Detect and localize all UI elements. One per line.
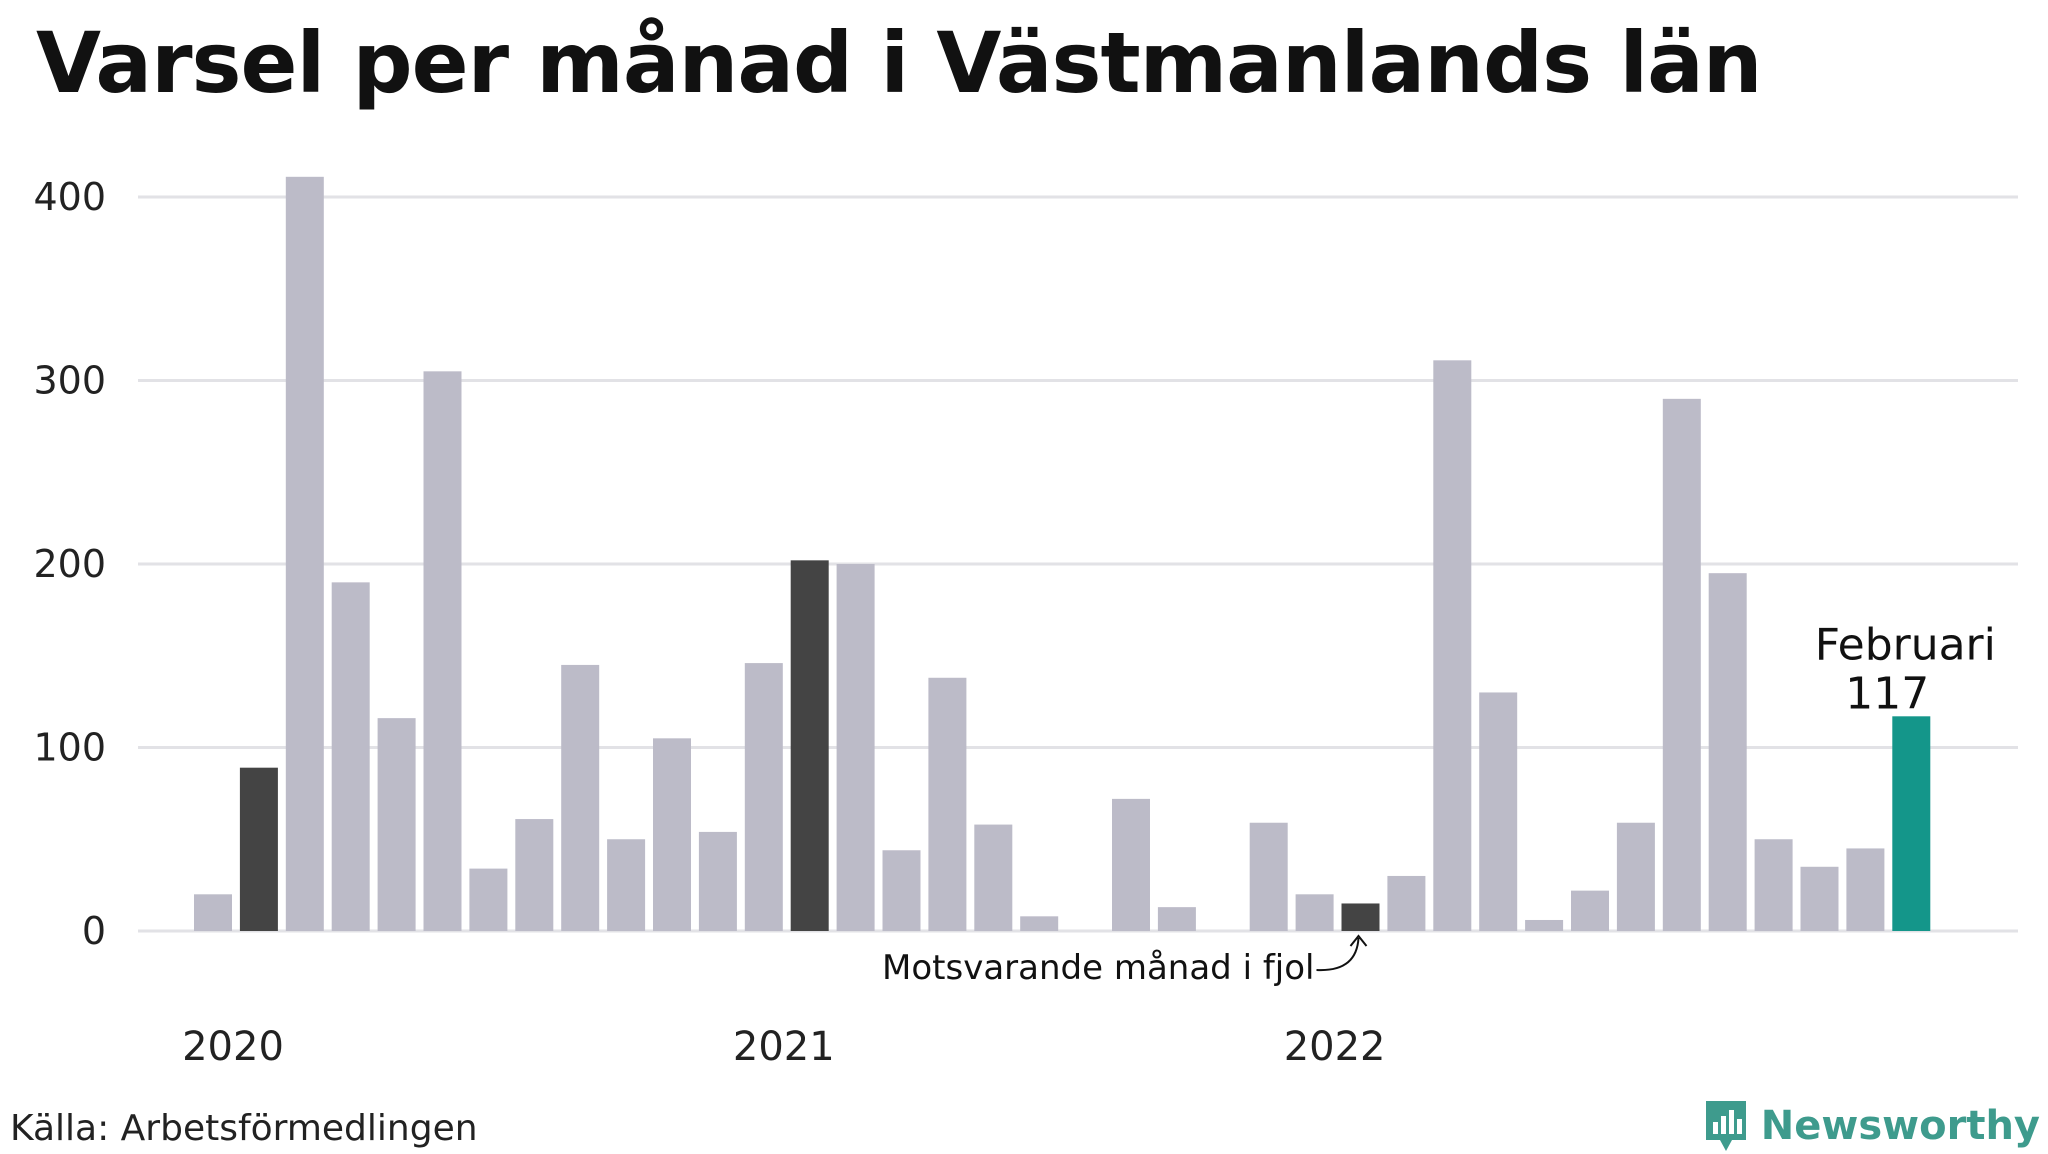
bar (836, 564, 875, 931)
y-tick-label: 0 (82, 909, 106, 953)
annotation: Motsvarande månad i fjol (882, 934, 1368, 988)
y-tick-label: 200 (33, 542, 106, 586)
bars (194, 176, 1931, 932)
bar (1525, 919, 1564, 931)
x-axis-ticks: 2020 2021 2022 (182, 1024, 1385, 1070)
bar (377, 718, 416, 931)
bar (1157, 907, 1196, 931)
bar (1708, 573, 1747, 931)
bar (515, 819, 554, 931)
brand-logo[interactable]: Newsworthy (1703, 1098, 2040, 1154)
bar (285, 176, 324, 931)
bar (607, 839, 646, 931)
chart-title: Varsel per månad i Västmanlands län (36, 14, 1763, 112)
bar (1571, 890, 1609, 931)
brand-name: Newsworthy (1760, 1103, 2040, 1149)
bar (1662, 398, 1701, 932)
bar (744, 663, 783, 931)
x-tick-label: 2021 (733, 1024, 835, 1070)
bar (790, 560, 829, 931)
highlight-label: Februari 117 (1815, 619, 1996, 719)
bar (469, 868, 508, 931)
bar (1295, 894, 1334, 931)
bar (1616, 822, 1655, 931)
bar (561, 664, 600, 931)
newsworthy-logo-icon (1705, 1101, 1746, 1151)
y-tick-label: 400 (33, 175, 106, 219)
bar-chart: 0 100 200 300 400 2020 2021 2022 Motsvarande m… (33, 175, 2018, 1070)
highlight-month-label: Februari (1815, 619, 1996, 670)
bar (1754, 839, 1793, 931)
annotation-text: Motsvarande månad i fjol (882, 948, 1314, 988)
y-axis-ticks: 0 100 200 300 400 (33, 175, 106, 953)
bar (423, 371, 462, 931)
bar (239, 767, 278, 931)
bar (1020, 916, 1059, 931)
bar (1112, 798, 1150, 931)
bar (1249, 822, 1288, 931)
bar (1479, 692, 1518, 931)
x-tick-label: 2020 (182, 1024, 284, 1070)
bar (1800, 866, 1839, 931)
y-tick-label: 100 (33, 726, 106, 770)
bar (1892, 716, 1931, 931)
bar (1387, 875, 1426, 931)
bar (698, 831, 737, 931)
x-tick-label: 2022 (1284, 1024, 1386, 1070)
bar (928, 677, 967, 931)
y-tick-label: 300 (33, 359, 106, 403)
bar (1433, 360, 1472, 931)
annotation-arrow (1316, 934, 1368, 972)
bar (974, 824, 1013, 931)
source-note: Källa: Arbetsförmedlingen (10, 1108, 478, 1149)
bar (653, 738, 691, 931)
highlight-value-label: 117 (1845, 668, 1929, 719)
bar (194, 894, 232, 931)
bar (1341, 903, 1380, 931)
bar (331, 582, 370, 931)
bar (1846, 848, 1885, 931)
bar (882, 850, 921, 931)
